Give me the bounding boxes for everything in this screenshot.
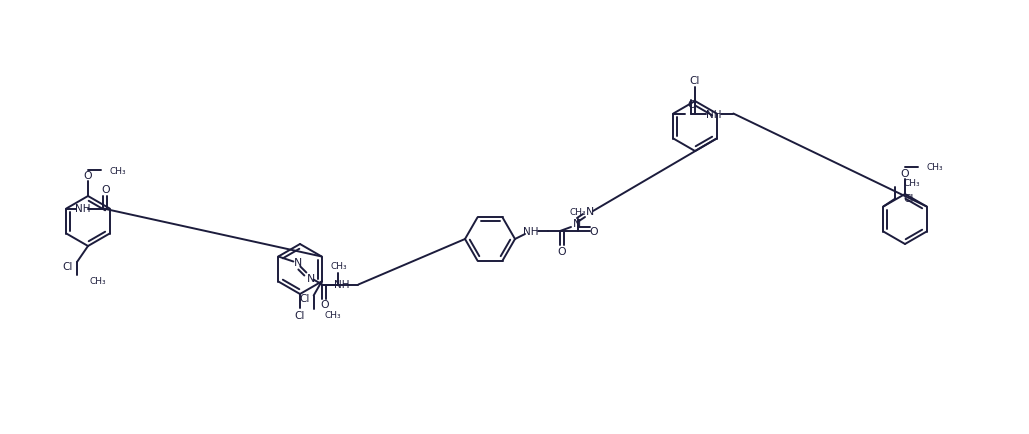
Text: CH₃: CH₃ — [88, 276, 106, 285]
Text: N: N — [586, 207, 594, 217]
Text: O: O — [590, 227, 598, 237]
Text: NH: NH — [74, 204, 91, 214]
Text: Cl: Cl — [689, 76, 700, 86]
Text: O: O — [83, 171, 93, 181]
Text: N: N — [294, 258, 303, 268]
Text: O: O — [558, 247, 566, 256]
Text: O: O — [101, 185, 110, 195]
Text: O: O — [320, 300, 328, 310]
Text: CH₃: CH₃ — [325, 310, 342, 319]
Text: O: O — [900, 169, 910, 178]
Text: CH₃: CH₃ — [570, 208, 587, 217]
Text: CH₃: CH₃ — [926, 163, 943, 172]
Text: CH₃: CH₃ — [903, 178, 920, 187]
Text: N: N — [573, 218, 581, 228]
Text: Cl: Cl — [63, 261, 73, 271]
Text: NH: NH — [333, 280, 349, 290]
Text: O: O — [687, 99, 696, 109]
Text: N: N — [308, 273, 316, 283]
Text: CH₃: CH₃ — [330, 261, 347, 270]
Text: CH₃: CH₃ — [109, 166, 126, 175]
Text: Cl: Cl — [295, 310, 306, 320]
Text: Cl: Cl — [299, 294, 310, 304]
Text: NH: NH — [524, 227, 539, 237]
Text: NH: NH — [706, 109, 721, 119]
Text: Cl: Cl — [903, 194, 914, 204]
